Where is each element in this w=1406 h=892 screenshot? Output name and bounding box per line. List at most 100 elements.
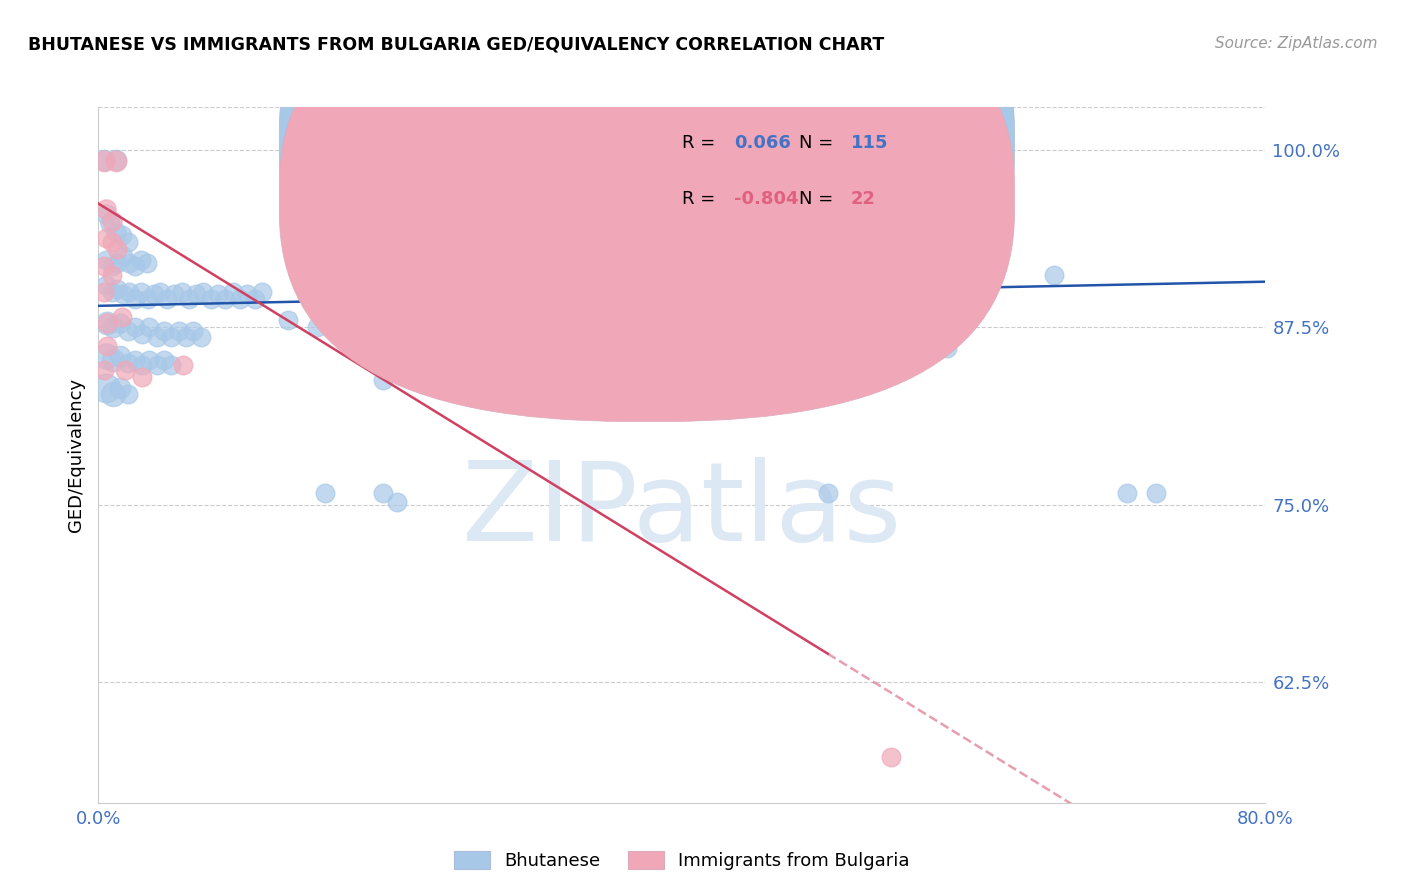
Point <box>117 325 139 339</box>
Text: 0.066: 0.066 <box>734 134 792 153</box>
Point <box>105 282 128 296</box>
Point <box>105 242 128 256</box>
Point <box>94 253 117 268</box>
Point <box>765 253 787 268</box>
Point <box>733 316 755 330</box>
Point <box>181 325 204 339</box>
Point <box>167 325 190 339</box>
Point <box>207 287 229 301</box>
Text: N =: N = <box>799 190 832 208</box>
Point <box>170 285 193 299</box>
Point <box>200 292 222 306</box>
Point <box>94 277 117 292</box>
Point <box>163 287 186 301</box>
Point <box>794 244 817 259</box>
Point <box>277 313 299 327</box>
Point <box>94 230 117 244</box>
Point <box>129 285 152 299</box>
Point <box>104 153 127 167</box>
Point <box>174 330 197 344</box>
Point <box>96 316 118 330</box>
Point <box>101 320 124 334</box>
Text: -0.804: -0.804 <box>734 190 799 208</box>
Point <box>243 292 266 306</box>
Point <box>131 359 153 373</box>
Point <box>94 381 117 395</box>
Point <box>879 750 901 764</box>
Point <box>94 349 117 363</box>
Point <box>853 244 876 259</box>
Point <box>104 225 127 239</box>
Y-axis label: GED/Equivalency: GED/Equivalency <box>66 378 84 532</box>
Point <box>1115 486 1137 500</box>
Point <box>100 268 122 282</box>
Point <box>817 330 839 344</box>
Point <box>598 273 620 287</box>
Point <box>172 359 194 373</box>
Point <box>96 316 118 330</box>
Text: 115: 115 <box>851 134 889 153</box>
Point <box>93 285 115 299</box>
Text: ZIPatlas: ZIPatlas <box>463 457 901 564</box>
Point <box>177 292 200 306</box>
Point <box>100 213 122 227</box>
Point <box>371 486 394 500</box>
Point <box>1144 486 1167 500</box>
Point <box>100 235 122 249</box>
Point <box>160 330 183 344</box>
Point <box>135 256 157 270</box>
Point <box>153 352 176 367</box>
Point <box>146 330 169 344</box>
Point <box>117 387 139 401</box>
FancyBboxPatch shape <box>280 0 1015 366</box>
Point <box>160 359 183 373</box>
Point <box>449 381 471 395</box>
Point <box>131 369 153 384</box>
Point <box>118 256 141 270</box>
Point <box>124 259 146 273</box>
Text: R =: R = <box>682 134 716 153</box>
Point <box>118 285 141 299</box>
Point <box>153 325 176 339</box>
Point <box>678 230 700 244</box>
Point <box>146 359 169 373</box>
Point <box>93 362 115 376</box>
Point <box>131 327 153 342</box>
FancyBboxPatch shape <box>280 0 1015 422</box>
Point <box>100 259 122 273</box>
Point <box>156 292 179 306</box>
Point <box>1043 268 1066 282</box>
Point <box>138 352 160 367</box>
Point <box>236 287 259 301</box>
Point <box>186 287 208 301</box>
Point <box>111 310 134 325</box>
Point <box>112 287 135 301</box>
Point <box>707 244 730 259</box>
Point <box>641 282 664 296</box>
Point <box>190 330 212 344</box>
Point <box>911 259 934 273</box>
Text: Source: ZipAtlas.com: Source: ZipAtlas.com <box>1215 36 1378 51</box>
Point <box>149 285 172 299</box>
Point <box>93 153 115 168</box>
Point <box>824 239 846 253</box>
Point <box>94 206 117 220</box>
Point <box>117 356 139 370</box>
Point <box>882 253 904 268</box>
Point <box>136 292 159 306</box>
Point <box>335 327 357 342</box>
Point <box>193 285 215 299</box>
Point <box>307 320 329 334</box>
Point <box>93 153 115 167</box>
Point <box>250 285 273 299</box>
Point <box>104 153 127 168</box>
Point <box>117 235 139 249</box>
Legend: Bhutanese, Immigrants from Bulgaria: Bhutanese, Immigrants from Bulgaria <box>447 844 917 877</box>
Point <box>138 320 160 334</box>
Point <box>737 235 759 249</box>
Point <box>524 178 547 193</box>
Text: N =: N = <box>799 134 832 153</box>
Point <box>214 292 236 306</box>
Point <box>110 349 132 363</box>
Point <box>703 301 725 316</box>
